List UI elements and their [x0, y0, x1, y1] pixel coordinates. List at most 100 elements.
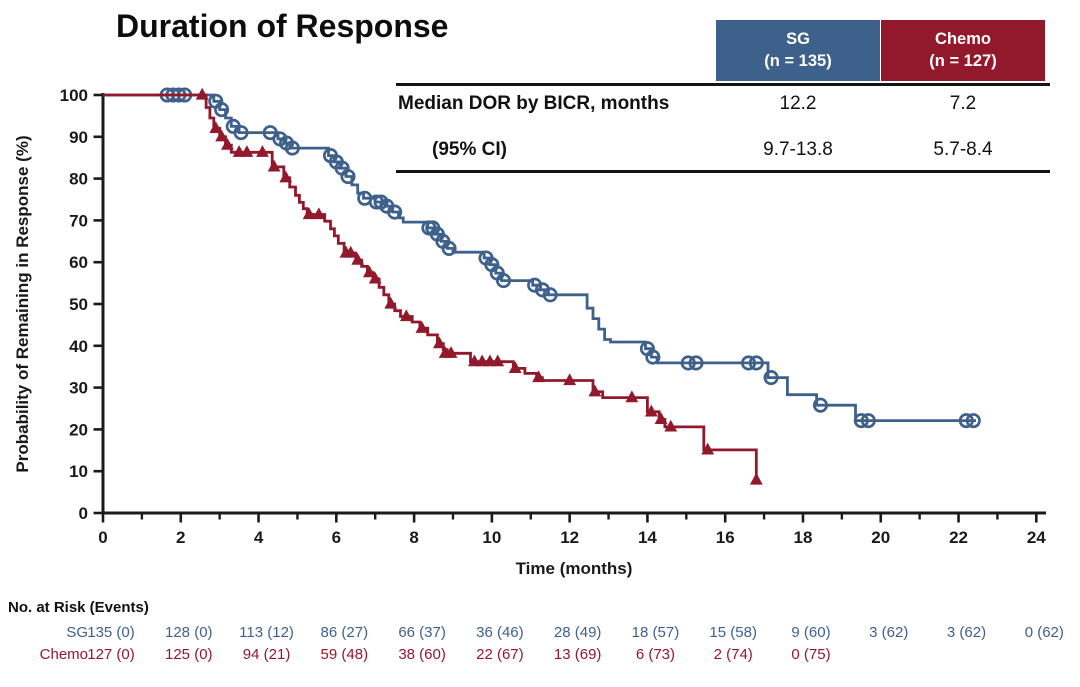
censor-triangle-chemo [701, 442, 715, 455]
risk-cell: 18 (57) [632, 624, 680, 641]
risk-cell: 66 (37) [398, 624, 446, 641]
risk-cell: 127 (0) [87, 646, 135, 663]
censor-triangle-chemo [654, 412, 668, 424]
median-sg-value: 12.2 [779, 93, 817, 114]
sg-header-cell: SG (n = 135) [716, 20, 880, 81]
y-tick-label: 30 [69, 379, 88, 398]
risk-cell: 0 (62) [1025, 624, 1064, 641]
x-tick-label: 2 [176, 528, 185, 547]
y-tick-label: 0 [79, 504, 88, 523]
censor-triangle-chemo [362, 265, 376, 278]
chemo-header-arm: Chemo [935, 30, 991, 49]
censor-circle-sg [680, 355, 696, 371]
censor-circle-sg [812, 397, 829, 413]
censor-triangle-chemo [588, 384, 602, 397]
censor-triangle-chemo [444, 346, 458, 358]
risk-cell: 59 (48) [321, 646, 369, 663]
summary-table-bottom-rule [396, 170, 1050, 173]
y-tick-label: 20 [69, 420, 88, 439]
sg-header-n: (n = 135) [764, 51, 832, 70]
x-tick-label: 14 [638, 528, 657, 547]
censor-circle-sg [527, 277, 543, 293]
censor-triangle-chemo [563, 373, 577, 386]
x-tick-label: 22 [949, 528, 968, 547]
risk-cell: 94 (21) [243, 646, 291, 663]
x-tick-label: 6 [332, 528, 341, 547]
y-tick-label: 90 [69, 128, 88, 147]
censor-circle-sg [214, 102, 230, 118]
censor-triangle-chemo [312, 207, 326, 220]
risk-cell: 2 (74) [714, 646, 753, 663]
censor-circle-sg [233, 125, 249, 141]
x-tick-label: 20 [871, 528, 890, 547]
censor-triangle-chemo [302, 207, 316, 220]
censor-circle-sg [958, 413, 974, 429]
risk-row-label: Chemo [40, 646, 88, 663]
chemo-header-cell: Chemo (n = 127) [881, 20, 1045, 81]
y-tick-label: 10 [69, 462, 88, 481]
censor-circle-sg [965, 413, 981, 429]
censor-circle-sg [441, 240, 457, 256]
censor-triangle-chemo [344, 245, 358, 258]
x-tick-label: 4 [254, 528, 264, 547]
risk-cell: 36 (46) [476, 624, 524, 641]
censor-circle-sg [542, 287, 558, 303]
x-tick-label: 10 [482, 528, 501, 547]
x-tick-label: 24 [1027, 528, 1046, 547]
chemo-header-n: (n = 127) [929, 51, 997, 70]
censor-circle-sg [748, 355, 764, 371]
censor-circle-sg [284, 140, 300, 156]
censor-triangle-chemo [491, 354, 505, 367]
censor-circle-sg [387, 204, 403, 220]
censor-circle-sg [740, 355, 757, 371]
ci-row-label: (95% CI) [432, 139, 507, 160]
summary-table-top-rule [396, 83, 1050, 86]
risk-cell: 28 (49) [554, 624, 602, 641]
x-tick-label: 8 [409, 528, 418, 547]
median-chemo-value: 7.2 [949, 93, 977, 114]
median-row-label: Median DOR by BICR, months [398, 93, 670, 114]
censor-circle-sg [763, 370, 779, 386]
ci-sg-value: 9.7-13.8 [763, 139, 833, 160]
censor-triangle-chemo [267, 159, 281, 172]
censor-triangle-chemo [351, 252, 365, 265]
risk-cell: 13 (69) [554, 646, 602, 663]
risk-row-label: SG [66, 624, 88, 641]
y-tick-label: 70 [69, 211, 88, 230]
censor-triangle-chemo [532, 370, 545, 383]
x-axis-title: Time (months) [516, 559, 633, 578]
censor-triangle-chemo [399, 309, 413, 322]
risk-cell: 128 (0) [165, 624, 213, 641]
censor-triangle-chemo [508, 361, 522, 373]
risk-table-heading: No. at Risk (Events) [8, 599, 149, 616]
censor-triangle-chemo [664, 419, 678, 432]
y-tick-label: 100 [60, 86, 88, 105]
censor-circle-sg [860, 413, 876, 429]
censor-circle-sg [853, 413, 869, 429]
risk-cell: 86 (27) [321, 624, 369, 641]
page-title: Duration of Response [116, 8, 449, 44]
risk-cell: 125 (0) [165, 646, 213, 663]
risk-cell: 15 (58) [709, 624, 757, 641]
risk-cell: 38 (60) [398, 646, 446, 663]
y-tick-label: 80 [69, 170, 88, 189]
censor-circle-sg [645, 349, 661, 365]
ci-chemo-value: 5.7-8.4 [933, 139, 993, 160]
x-tick-label: 16 [716, 528, 735, 547]
censor-circle-sg [495, 273, 512, 289]
censor-triangle-chemo [256, 145, 269, 157]
censor-triangle-chemo [625, 390, 639, 403]
risk-cell: 3 (62) [869, 624, 908, 641]
censor-triangle-chemo [432, 336, 446, 349]
risk-cell: 6 (73) [636, 646, 675, 663]
y-tick-label: 40 [69, 337, 88, 356]
risk-cell: 135 (0) [87, 624, 135, 641]
censor-triangle-chemo [644, 404, 658, 417]
y-tick-label: 50 [69, 295, 88, 314]
censor-triangle-chemo [240, 145, 254, 157]
censor-triangle-chemo [215, 129, 229, 142]
censor-triangle-chemo [221, 137, 234, 150]
censor-triangle-chemo [195, 87, 209, 100]
risk-cell: 0 (75) [791, 646, 830, 663]
